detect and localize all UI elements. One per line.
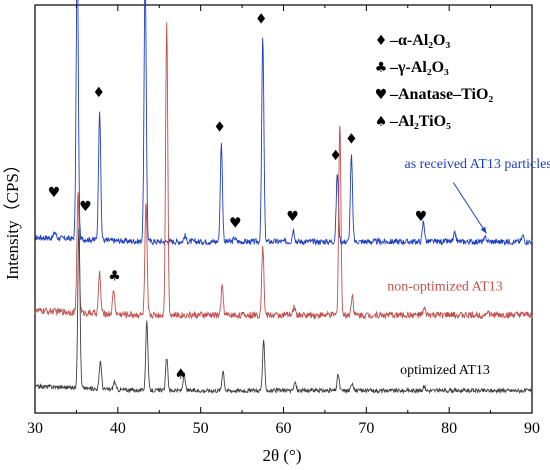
x-tick-label: 30 [27,420,43,437]
x-tick-label: 90 [524,420,540,437]
series-label-2: non-optimized AT13 [387,280,503,295]
x-tick-label: 80 [441,420,457,437]
heart-icon: ♥ [415,209,428,225]
annotation-arrowhead [480,226,487,234]
x-tick-label: 60 [276,420,292,437]
y-axis-title: Intensity（CPS） [3,156,22,280]
series-line-3 [34,228,533,395]
spade-icon: ♠ [375,114,388,130]
legend-entry-label: –α-Al₂O₃ [389,32,451,49]
legend-entry-label: –Anatase–TiO₂ [389,86,493,103]
x-axis-title: 2θ (°) [262,446,301,465]
club-icon: ♣ [375,60,388,76]
heart-icon: ♥ [229,215,242,231]
series-layer [34,0,533,395]
heart-icon: ♥ [48,185,61,201]
diamond-icon: ♦ [255,11,268,27]
annotation-arrow [452,182,487,234]
club-icon: ♣ [108,268,121,284]
plot-frame [34,4,533,414]
legend: ♦ –α-Al₂O₃♣ –γ-Al₂O₃♥ –Anatase–TiO₂♠ –Al₂TiO… [375,32,494,130]
series-line-2 [34,22,533,320]
peak-marker-layer: ♦♦♦♦♦♦♦♥♥♥♥♥♣♣♠ [48,11,428,382]
diamond-icon: ♦ [329,148,342,164]
heart-icon: ♥ [375,87,388,103]
series-label-3: optimized AT13 [400,363,490,378]
diamond-icon: ♦ [213,119,226,135]
legend-entry-label: –Al₂TiO₅ [389,113,451,130]
series-label-1: as received AT13 particles [404,157,550,172]
spade-icon: ♠ [175,366,188,382]
x-tick-label: 40 [110,420,126,437]
diamond-icon: ♦ [375,33,388,49]
diamond-icon: ♦ [345,132,358,148]
diamond-icon: ♦ [93,85,106,101]
series-label-layer: as received AT13 particles non-optimized … [387,157,550,378]
axis-layer: 30 40 50 60 70 80 90 [27,5,540,437]
heart-icon: ♥ [286,209,299,225]
series-line-1 [34,0,533,247]
legend-entry-label: –γ-Al₂O₃ [389,59,449,76]
plot-area-border [34,4,533,414]
x-tick-label: 70 [358,420,374,437]
heart-icon: ♥ [79,199,92,215]
x-tick-label: 50 [193,420,209,437]
